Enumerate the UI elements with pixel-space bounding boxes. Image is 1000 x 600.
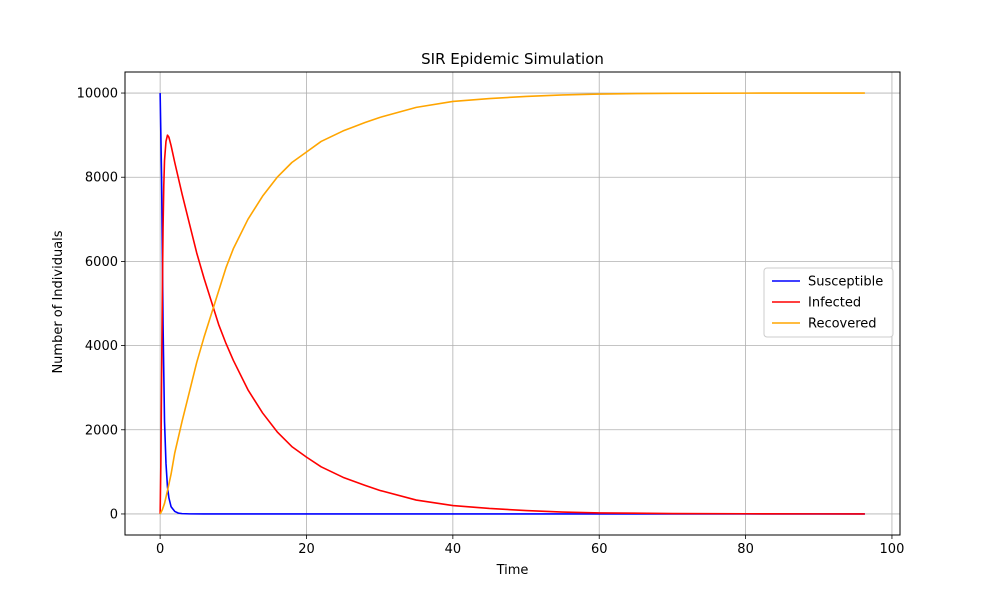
x-tick-label: 20 — [298, 542, 315, 557]
series-line-susceptible — [159, 93, 865, 515]
chart-title: SIR Epidemic Simulation — [421, 50, 604, 68]
y-tick-label: 4000 — [85, 339, 118, 354]
x-tick-label: 60 — [591, 542, 608, 557]
legend-box — [763, 267, 894, 338]
plot-area-frame — [124, 71, 901, 536]
x-tick-label: 40 — [445, 542, 462, 557]
x-axis-title: Time — [496, 563, 529, 578]
series-line-recovered — [159, 92, 865, 515]
legend: Susceptible Infected Recovered — [763, 267, 894, 338]
y-tick-label: 10000 — [77, 87, 118, 102]
tick-layer: 0 20 40 60 80 100 0 2000 4000 6000 8000 10000 — [77, 87, 905, 557]
legend-label-recovered: Recovered — [808, 317, 877, 332]
series-layer — [159, 92, 865, 515]
y-tick-label: 2000 — [85, 423, 118, 438]
legend-label-infected: Infected — [808, 296, 861, 311]
series-line-infected — [159, 134, 865, 515]
y-tick-label: 8000 — [85, 171, 118, 186]
x-tick-label: 100 — [880, 542, 905, 557]
y-tick-label: 0 — [110, 507, 118, 522]
x-tick-label: 0 — [156, 542, 164, 557]
y-axis-title: Number of Individuals — [51, 230, 66, 373]
x-tick-label: 80 — [737, 542, 754, 557]
legend-label-susceptible: Susceptible — [808, 275, 883, 290]
y-tick-label: 6000 — [85, 255, 118, 270]
